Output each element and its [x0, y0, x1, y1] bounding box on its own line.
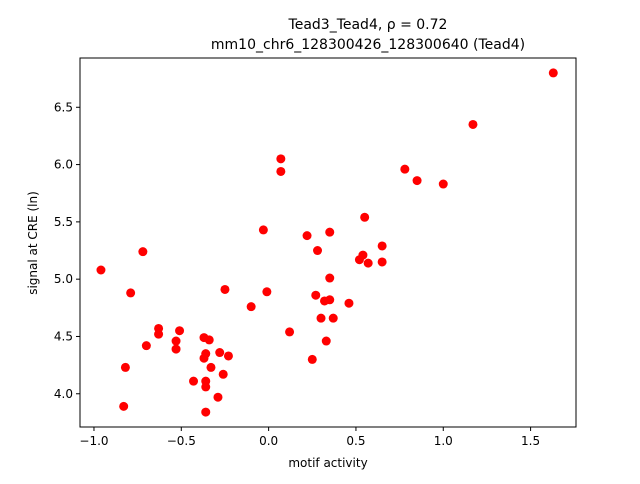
y-tick-label: 6.0 — [54, 158, 73, 172]
data-point — [206, 362, 216, 372]
x-axis-label: motif activity — [288, 456, 367, 470]
data-point — [246, 302, 256, 312]
data-point — [302, 231, 312, 241]
chart-title-line2: mm10_chr6_128300426_128300640 (Tead4) — [211, 37, 525, 53]
data-point — [96, 265, 106, 275]
data-point — [313, 246, 323, 256]
y-tick-label: 5.0 — [54, 272, 73, 286]
data-point — [201, 349, 211, 359]
data-point — [189, 376, 199, 386]
data-point — [154, 329, 164, 339]
data-point — [307, 354, 317, 364]
data-point — [138, 247, 148, 257]
data-point — [223, 351, 233, 361]
data-point — [377, 241, 387, 251]
data-point — [325, 273, 335, 283]
y-axis-label: signal at CRE (ln) — [26, 191, 40, 295]
data-point — [325, 227, 335, 237]
data-point — [201, 382, 211, 392]
data-point — [171, 336, 181, 346]
data-point — [285, 327, 295, 337]
y-tick-label: 4.5 — [54, 329, 73, 343]
data-point — [258, 225, 268, 235]
x-tick-label: 0.0 — [259, 434, 278, 448]
data-point — [120, 362, 130, 372]
y-tick-label: 4.0 — [54, 387, 73, 401]
data-point — [360, 212, 370, 222]
chart-title-line1: Tead3_Tead4, ρ = 0.72 — [288, 17, 448, 33]
data-point — [126, 288, 136, 298]
data-point — [468, 119, 478, 129]
data-point — [328, 313, 338, 323]
x-tick-label: −0.5 — [167, 434, 196, 448]
data-point — [311, 290, 321, 300]
y-tick-label: 6.5 — [54, 100, 73, 114]
data-point — [412, 176, 422, 186]
data-point — [218, 369, 228, 379]
data-point — [171, 344, 181, 354]
x-tick-label: 0.5 — [346, 434, 365, 448]
y-tick-label: 5.5 — [54, 215, 73, 229]
data-point — [215, 348, 225, 358]
data-point — [276, 154, 286, 164]
data-point — [438, 179, 448, 189]
plot-area: −1.0 −0.5 0.0 0.5 1.0 1.5 4.0 4.5 5.0 5.5 6.0 6.5 — [54, 57, 577, 448]
data-point — [548, 68, 558, 78]
x-tick-label: 1.5 — [521, 434, 540, 448]
data-point — [363, 258, 373, 268]
data-point — [204, 335, 214, 345]
x-tick-label: −1.0 — [79, 434, 108, 448]
data-point — [325, 295, 335, 305]
data-point — [201, 407, 211, 417]
data-point — [220, 284, 230, 294]
data-point — [400, 164, 410, 174]
data-point — [119, 401, 129, 411]
data-point — [321, 336, 331, 346]
data-point — [358, 250, 368, 260]
data-point — [344, 298, 354, 308]
x-tick-label: 1.0 — [434, 434, 453, 448]
data-point — [213, 392, 223, 402]
data-point — [276, 166, 286, 176]
data-point — [262, 287, 272, 297]
data-point — [316, 313, 326, 323]
plot-frame — [79, 57, 577, 428]
data-point — [175, 326, 185, 336]
data-point — [377, 257, 387, 267]
data-point — [141, 341, 151, 351]
